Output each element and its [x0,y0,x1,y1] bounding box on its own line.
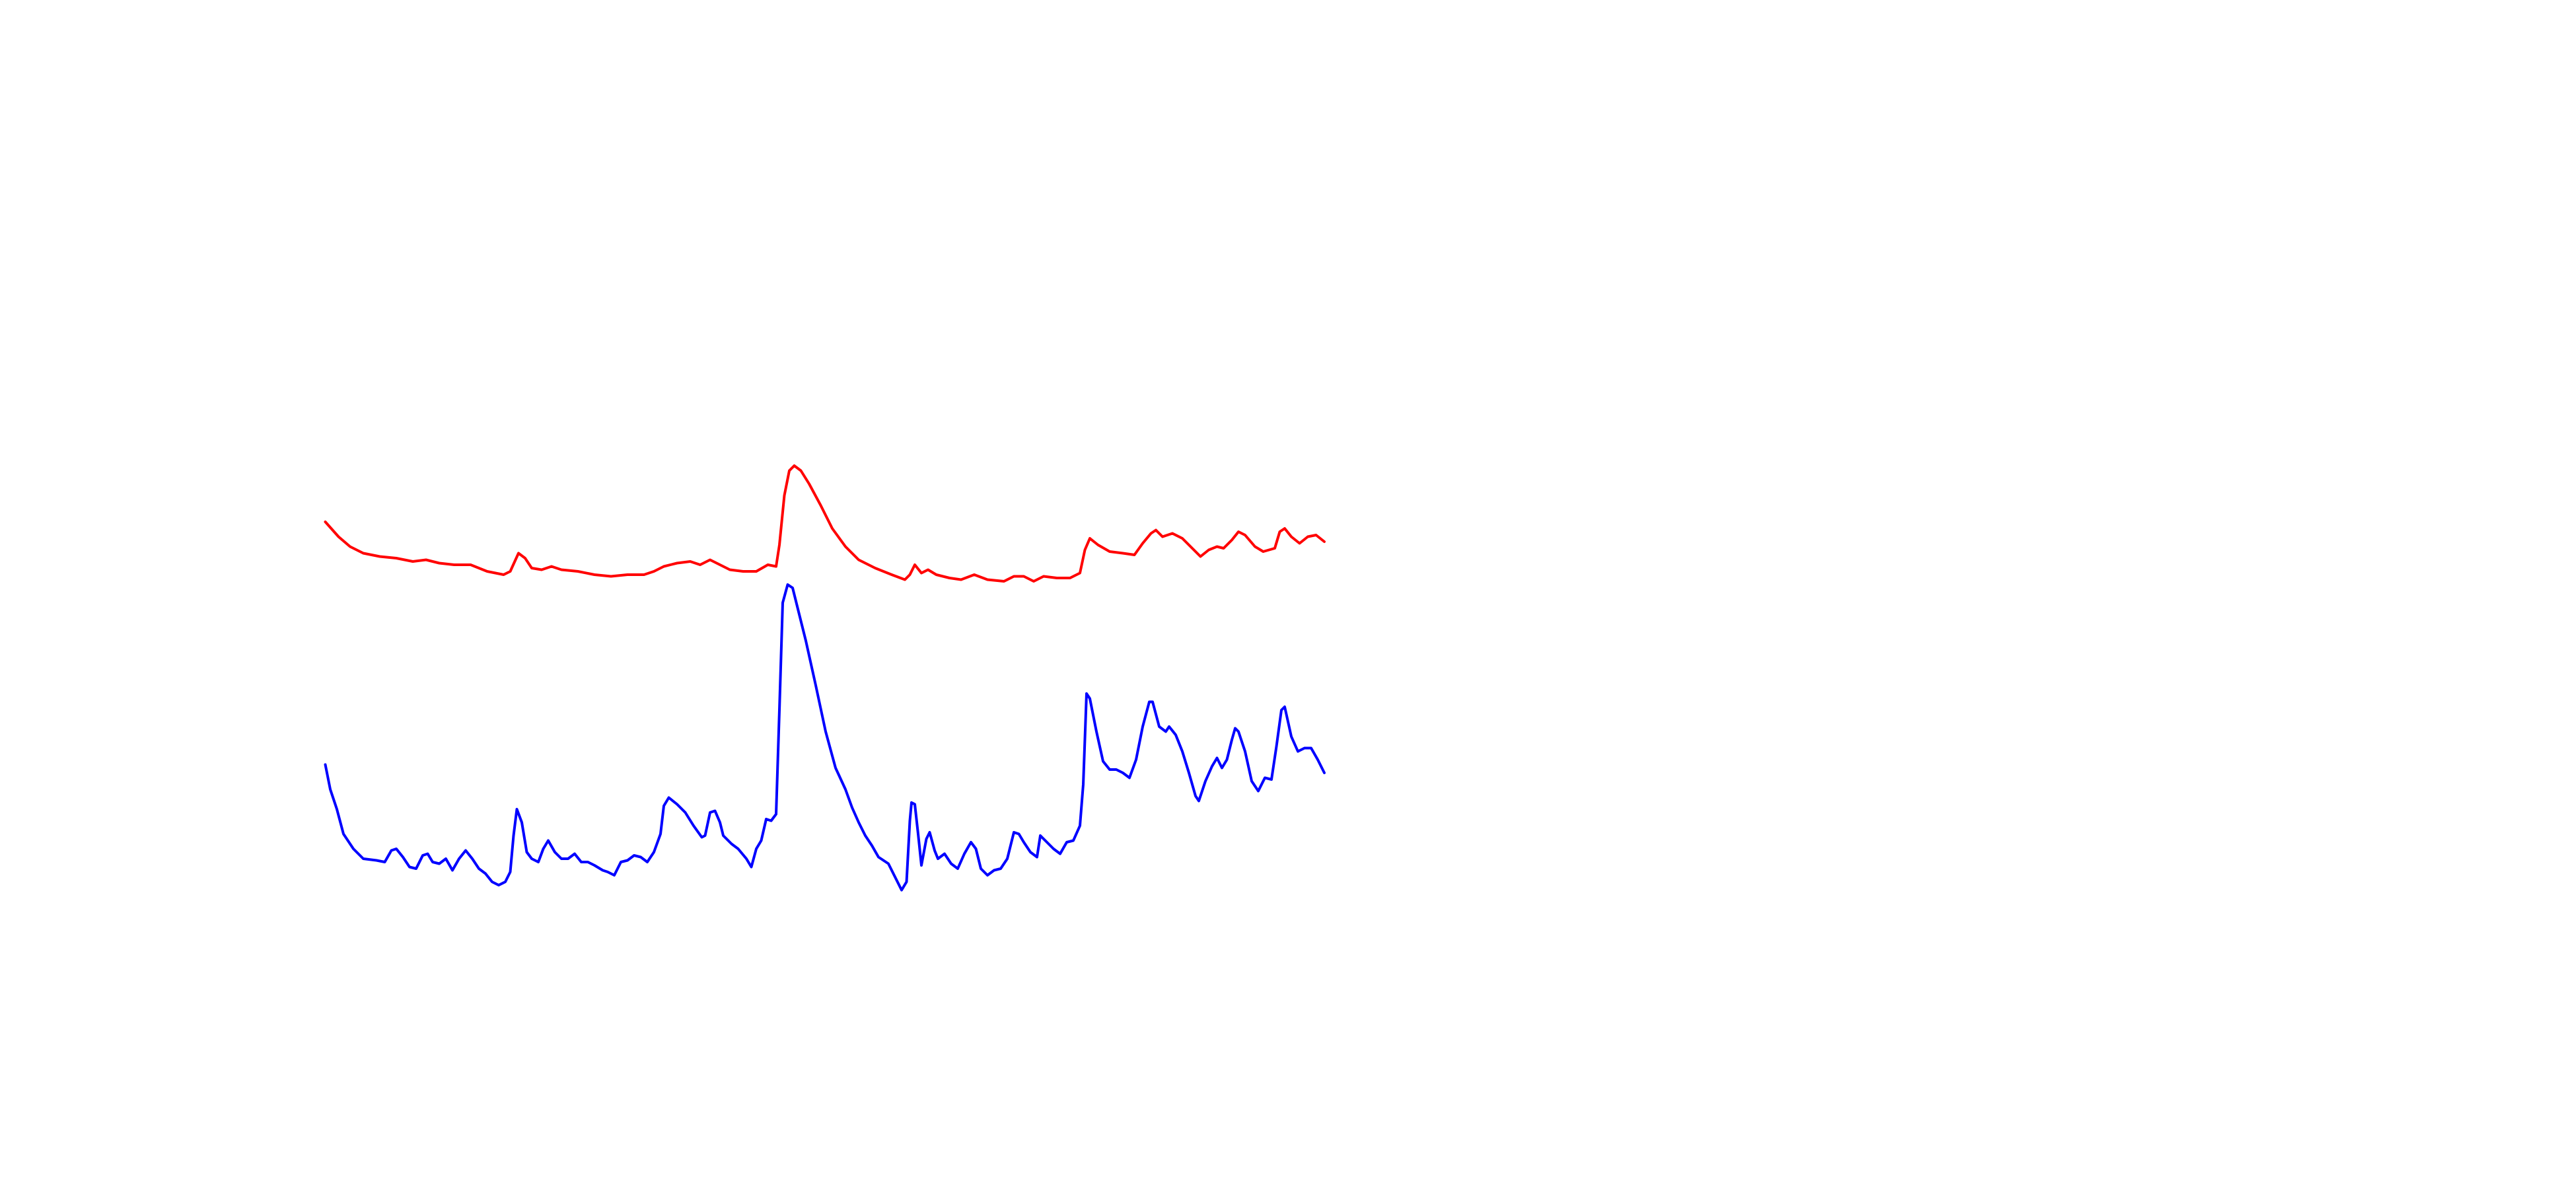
line-series [324,464,1326,583]
line-series [324,583,1326,892]
